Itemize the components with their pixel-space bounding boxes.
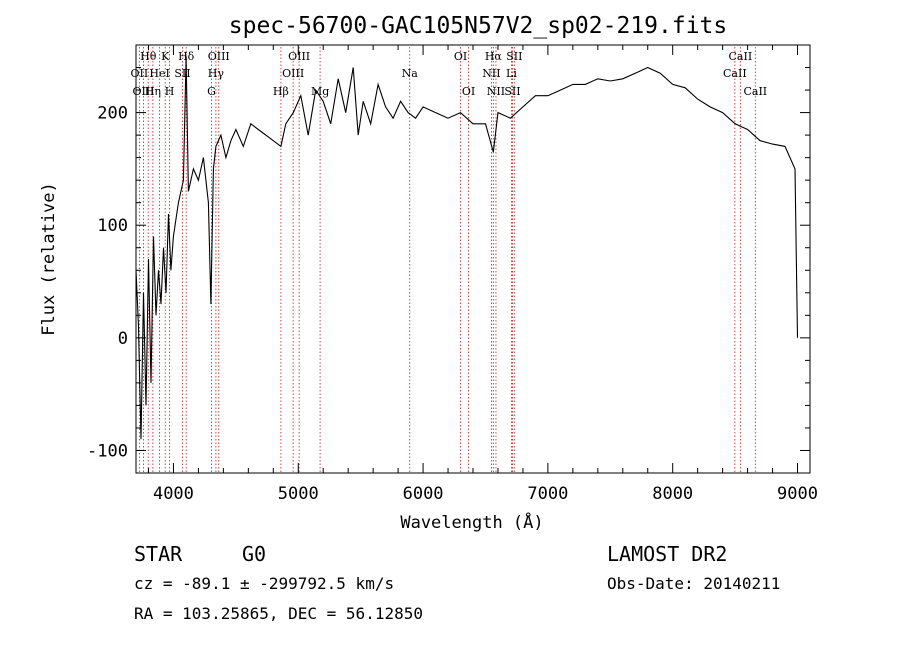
line-label: Hθ	[140, 50, 157, 63]
line-label: NII	[482, 67, 500, 80]
line-label: OI	[454, 50, 467, 63]
flux-series-line	[135, 56, 799, 440]
y-tick-label: 0	[118, 329, 128, 349]
x-tick-label: 5000	[278, 484, 319, 504]
x-axis-label: Wavelength (Å)	[400, 511, 543, 533]
line-label: SII	[506, 50, 522, 63]
redshift-text: cz = -89.1 ± -299792.5 km/s	[134, 574, 394, 593]
x-tick-label: 6000	[403, 484, 444, 504]
line-label: SII	[504, 85, 520, 98]
y-axis-ticks: -100 0 100 200	[87, 44, 810, 474]
x-tick-label: 7000	[527, 484, 568, 504]
line-label: HeI	[149, 67, 169, 80]
line-label: SII	[174, 67, 190, 80]
line-label: Na	[402, 67, 419, 80]
line-label: Li	[506, 67, 517, 80]
obs-date-text: Obs-Date: 20140211	[607, 574, 780, 593]
line-label: Hβ	[273, 85, 289, 98]
line-label: NII	[487, 85, 505, 98]
line-label: Mg	[311, 85, 329, 98]
y-tick-label: 100	[97, 216, 128, 236]
line-label: CaII	[723, 67, 747, 80]
line-label: Hη	[145, 85, 161, 98]
line-label: CaII	[729, 50, 753, 63]
coords-text: RA = 103.25865, DEC = 56.12850	[134, 604, 423, 623]
line-label: OII	[131, 67, 149, 80]
line-label: OIII	[208, 50, 230, 63]
line-label: K	[161, 50, 170, 63]
line-label: CaII	[743, 85, 767, 98]
x-tick-label: 8000	[652, 484, 693, 504]
line-label: OIII	[132, 85, 154, 98]
chart-title: spec-56700-GAC105N57V2_sp02-219.fits	[229, 13, 728, 39]
line-label: OIII	[288, 50, 310, 63]
line-label: Hα	[485, 50, 503, 63]
x-axis-ticks: 4000 5000 6000 7000 8000 9000	[147, 45, 818, 504]
line-label: H	[165, 85, 175, 98]
line-label: Hγ	[208, 67, 225, 80]
object-subclass: G0	[242, 542, 266, 566]
y-axis-label: Flux (relative)	[39, 182, 59, 336]
x-tick-label: 9000	[777, 484, 818, 504]
line-label: G	[207, 85, 216, 98]
survey-name: LAMOST DR2	[607, 542, 727, 566]
object-class: STAR	[134, 542, 183, 566]
emission-line-markers	[138, 47, 756, 473]
y-tick-label: -100	[87, 441, 128, 461]
y-tick-label: 200	[97, 104, 128, 124]
line-label: OIII	[282, 67, 304, 80]
x-tick-label: 4000	[153, 484, 194, 504]
line-label: OI	[462, 85, 475, 98]
plot-frame	[135, 44, 811, 474]
